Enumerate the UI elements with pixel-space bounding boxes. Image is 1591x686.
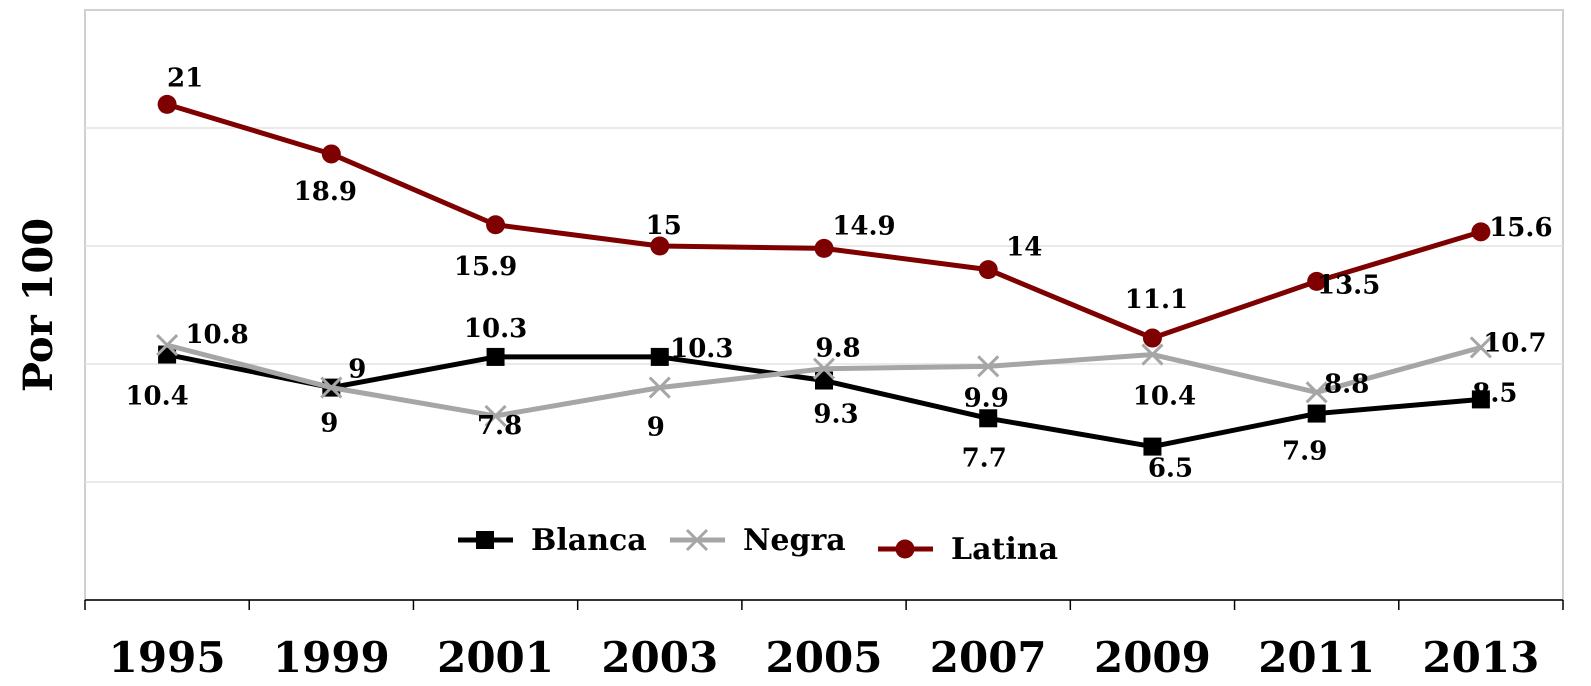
legend-marker-blanca [476, 531, 494, 549]
data-label-latina-2001: 15.9 [454, 252, 517, 282]
series-layer [156, 94, 1492, 456]
point-blanca-2007 [979, 409, 998, 428]
data-label-negra-2001: 7.8 [477, 411, 522, 441]
data-label-latina-1995: 21 [167, 63, 203, 93]
data-label-blanca-2009: 6.5 [1148, 454, 1193, 484]
point-negra-1999 [320, 376, 343, 399]
point-blanca-2001 [486, 347, 505, 366]
y-axis-label: Por 100 [15, 218, 62, 392]
data-label-blanca-2013: 8.5 [1472, 378, 1517, 408]
data-label-negra-2013: 10.7 [1483, 328, 1546, 358]
point-latina-2011 [1307, 271, 1327, 291]
data-label-negra-2007: 9.9 [964, 383, 1009, 413]
point-negra-2011 [1305, 381, 1328, 404]
legend-label-negra: Negra [743, 523, 846, 558]
data-labels: 10.4 9 10.3 10.3 9.3 7.7 6.5 7.9 8.5 10.8 9 7.8 9 9.8… [125, 63, 1552, 483]
legend-marker-negra [685, 528, 709, 552]
data-label-latina-2013: 15.6 [1489, 213, 1552, 243]
point-blanca-2003 [650, 347, 669, 366]
point-latina-2003 [650, 236, 670, 256]
data-label-negra-2003: 9 [647, 413, 665, 443]
point-blanca-2013 [1471, 390, 1490, 409]
legend-marker-latina [895, 539, 915, 559]
point-blanca-2011 [1307, 404, 1326, 423]
data-label-latina-1999: 18.9 [294, 177, 357, 207]
legend-label-blanca: Blanca [531, 523, 647, 558]
x-tick-label-2003: 2003 [601, 633, 718, 682]
data-label-blanca-1995: 10.4 [125, 382, 188, 412]
data-label-negra-1995: 10.8 [185, 320, 248, 350]
x-tick-label-1999: 1999 [273, 633, 390, 682]
x-axis: 1995 1999 2001 2003 2005 2007 2009 2011 2013 [84, 599, 1564, 682]
data-label-blanca-2011: 7.9 [1282, 437, 1327, 467]
data-label-negra-2011: 8.8 [1324, 369, 1369, 399]
point-negra-2003 [648, 376, 671, 399]
point-negra-2001 [484, 404, 507, 427]
x-tick-label-2009: 2009 [1094, 633, 1211, 682]
x-tick-label-1995: 1995 [109, 633, 226, 682]
legend: Blanca Negra Latina [458, 523, 1058, 567]
point-latina-2005 [814, 238, 834, 258]
point-latina-2007 [978, 260, 998, 280]
data-label-blanca-1999: 9 [320, 409, 338, 439]
data-label-negra-2005: 9.8 [815, 334, 860, 364]
data-label-latina-2011: 13.5 [1317, 270, 1380, 300]
legend-label-latina: Latina [951, 532, 1058, 567]
legend-item-negra: Negra [670, 523, 846, 558]
series-blanca [158, 345, 1490, 456]
point-latina-2009 [1142, 328, 1162, 348]
data-label-negra-1999: 9 [348, 355, 366, 385]
x-tick-label-2001: 2001 [437, 633, 554, 682]
data-label-negra-2009: 10.4 [1133, 382, 1196, 412]
x-tick-label-2011: 2011 [1258, 633, 1375, 682]
series-negra [156, 334, 1492, 427]
point-latina-2013 [1471, 222, 1491, 242]
legend-item-latina: Latina [878, 532, 1058, 567]
point-negra-2013 [1469, 336, 1492, 359]
x-tick-label-2007: 2007 [930, 633, 1047, 682]
data-label-blanca-2003: 10.3 [670, 334, 733, 364]
data-label-blanca-2005: 9.3 [813, 400, 858, 430]
x-tick-label-2005: 2005 [766, 633, 883, 682]
point-latina-2001 [486, 215, 506, 235]
plot-area [84, 9, 1564, 601]
data-label-latina-2003: 15 [646, 211, 682, 241]
data-label-blanca-2007: 7.7 [962, 443, 1007, 473]
legend-item-blanca: Blanca [458, 523, 647, 558]
x-tick-label-2013: 2013 [1422, 633, 1539, 682]
point-negra-2007 [977, 355, 1000, 378]
data-label-latina-2009: 11.1 [1125, 285, 1188, 315]
point-blanca-2009 [1143, 437, 1162, 456]
data-label-blanca-2001: 10.3 [464, 314, 527, 344]
point-negra-1995 [156, 334, 179, 357]
data-label-latina-2005: 14.9 [832, 211, 895, 241]
data-label-latina-2007: 14 [1006, 233, 1042, 263]
point-latina-1999 [321, 144, 341, 164]
series-latina [157, 94, 1491, 348]
point-negra-2005 [812, 357, 836, 380]
point-latina-1995 [157, 94, 177, 114]
point-blanca-2005 [815, 371, 833, 390]
point-negra-2009 [1141, 343, 1164, 366]
